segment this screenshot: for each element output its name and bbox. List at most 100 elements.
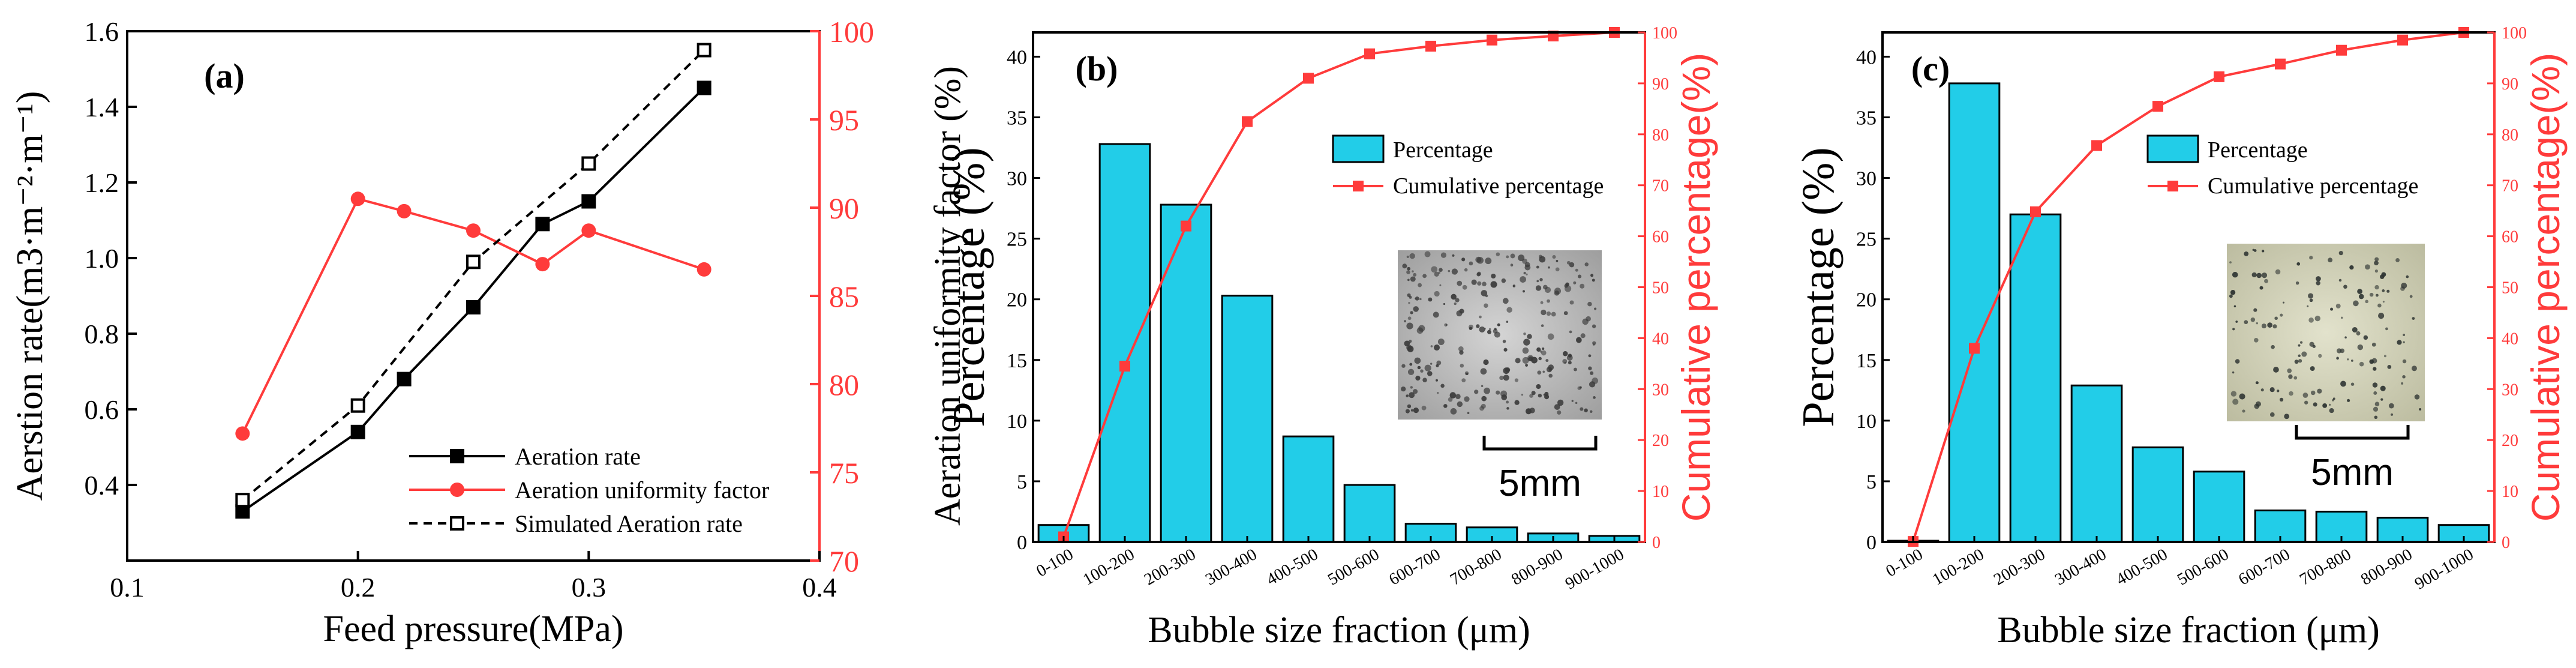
data-point xyxy=(581,156,596,171)
bubble-dot xyxy=(1427,371,1433,376)
bubble-dot xyxy=(2329,403,2331,406)
bar xyxy=(2009,213,2062,543)
bubble-dot xyxy=(2379,274,2385,279)
bubble-dot xyxy=(2269,387,2275,393)
bubble-dot xyxy=(2271,345,2275,349)
bubble-dot xyxy=(2414,394,2420,400)
bubble-dot xyxy=(2289,391,2293,396)
bubble-dot xyxy=(1488,328,1491,331)
y2-tick-label: 80 xyxy=(829,368,859,402)
y2-tick-label: 100 xyxy=(1652,24,1677,43)
bubble-dot xyxy=(1433,345,1440,351)
x-tick-label: 500-600 xyxy=(1325,545,1382,589)
bubble-dot xyxy=(1502,298,1509,304)
bubble-dot xyxy=(1494,331,1500,338)
bubble-dot xyxy=(1587,301,1592,307)
bubble-dot xyxy=(2272,324,2277,329)
y2-tick-label: 90 xyxy=(2502,75,2518,94)
bubble-dot xyxy=(1503,348,1508,352)
bubble-dot xyxy=(1593,396,1596,399)
bubble-dot xyxy=(2349,265,2354,270)
x-tick-label: 400-500 xyxy=(1263,545,1321,589)
bubble-dot xyxy=(2239,393,2245,400)
bubble-dot xyxy=(1569,300,1574,305)
bubble-dot xyxy=(1494,328,1497,331)
bubble-dot xyxy=(1407,316,1412,320)
bubble-dot xyxy=(1474,390,1479,394)
bubble-dot xyxy=(2412,317,2415,320)
x-tick-label: 500-600 xyxy=(2174,545,2232,589)
y-tick-label: 15 xyxy=(1007,350,1027,372)
bubble-dot xyxy=(2373,406,2379,412)
bubble-dot xyxy=(1491,274,1496,278)
legend-marker xyxy=(450,449,464,463)
bubble-dot xyxy=(2298,354,2301,357)
scale-bar xyxy=(1482,436,1598,451)
bubble-dot xyxy=(1424,364,1431,372)
bubble-dot xyxy=(1548,373,1553,378)
bubble-dot xyxy=(2314,315,2320,322)
bubble-dot xyxy=(2402,359,2407,364)
bubble-dot xyxy=(1482,281,1487,287)
bubble-dot xyxy=(1537,370,1542,375)
bubble-dot xyxy=(1406,394,1409,397)
inset-photo xyxy=(2227,244,2425,421)
bubble-dot xyxy=(1590,274,1594,277)
y-axis-title: Percentage (%) xyxy=(1793,147,1844,427)
bubble-dot xyxy=(1542,347,1545,351)
data-point xyxy=(535,217,550,232)
bubble-dot xyxy=(1420,369,1424,373)
bubble-dot xyxy=(1487,329,1492,334)
bubble-dot xyxy=(1464,268,1468,272)
bar xyxy=(1160,203,1212,543)
bubble-dot xyxy=(2251,272,2257,278)
bubble-dot xyxy=(1529,394,1533,398)
bubble-dot xyxy=(2301,351,2307,357)
bubble-dot xyxy=(1501,394,1508,400)
bubble-dot xyxy=(1457,280,1463,286)
legend-marker xyxy=(450,516,464,531)
bubble-dot xyxy=(2254,338,2259,343)
bar xyxy=(2070,384,2123,543)
bubble-dot xyxy=(1490,281,1497,288)
bubble-dot xyxy=(2365,264,2370,270)
bubble-dot xyxy=(1580,407,1584,411)
bubble-dot xyxy=(1430,345,1433,348)
bubble-dot xyxy=(2344,336,2347,339)
bubble-dot xyxy=(1545,359,1549,363)
bubble-dot xyxy=(1406,322,1413,329)
bubble-dot xyxy=(2402,375,2406,379)
bubble-dot xyxy=(1521,393,1524,396)
bubble-dot xyxy=(2269,412,2275,417)
cumulative-point xyxy=(2397,34,2408,46)
bubble-dot xyxy=(1566,355,1573,361)
cumulative-line xyxy=(1062,31,1615,538)
bubble-dot xyxy=(2358,293,2364,299)
bubble-dot xyxy=(1450,408,1457,415)
y-tick-label: 0.6 xyxy=(85,394,119,425)
bubble-dot xyxy=(1580,333,1586,339)
bubble-dot xyxy=(2242,409,2245,413)
bubble-dot xyxy=(2256,272,2262,278)
bubble-dot xyxy=(1564,284,1568,288)
cumulative-point xyxy=(1242,116,1253,127)
data-point xyxy=(350,424,365,439)
bubble-dot xyxy=(2308,293,2314,299)
y2-tick-label: 70 xyxy=(829,544,859,578)
bubble-dot xyxy=(1464,371,1469,376)
y2-tick-label: 40 xyxy=(2502,329,2518,348)
bubble-dot xyxy=(1594,307,1597,310)
bubble-dot xyxy=(1436,360,1442,366)
y-tick-label: 5 xyxy=(1017,471,1027,493)
bubble-dot xyxy=(2330,307,2334,311)
bubble-dot xyxy=(1469,324,1473,329)
cumulative-point xyxy=(2030,206,2041,217)
bubble-dot xyxy=(2347,399,2350,402)
bubble-dot xyxy=(2390,413,2394,416)
bubble-dot xyxy=(2382,289,2385,292)
bubble-dot xyxy=(1577,386,1581,390)
bubble-dot xyxy=(2340,348,2345,354)
bubble-dot xyxy=(1518,254,1525,262)
bubble-dot xyxy=(1459,308,1464,314)
